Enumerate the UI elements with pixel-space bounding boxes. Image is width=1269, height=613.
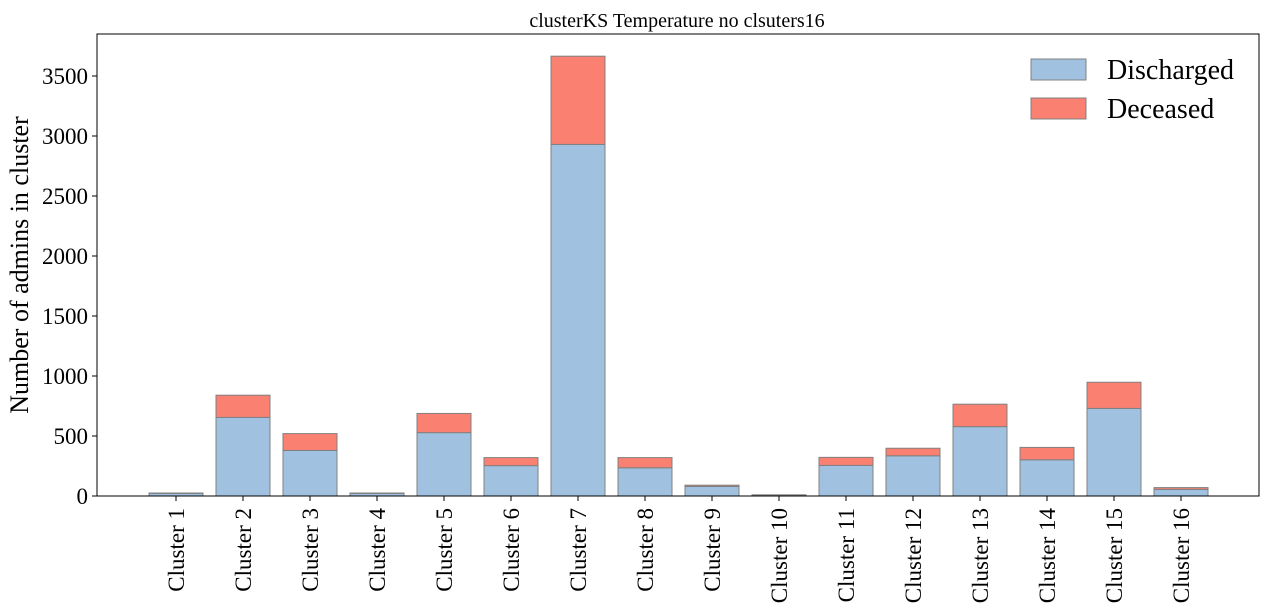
bar-discharged-13 xyxy=(952,426,1008,497)
y-tick-label-2500: 2500 xyxy=(42,184,88,209)
y-tick-label-0: 0 xyxy=(77,484,89,509)
bar-discharged-14 xyxy=(1019,459,1075,497)
bar-discharged-2 xyxy=(215,416,271,497)
bar-deceased-14 xyxy=(1019,446,1075,461)
x-tick-label-5: Cluster 5 xyxy=(432,508,457,592)
y-tick-label-3500: 3500 xyxy=(42,64,88,89)
y-axis-label: Number of admins in cluster xyxy=(5,116,34,414)
bars-layer xyxy=(148,55,1209,497)
x-tick-label-4: Cluster 4 xyxy=(365,508,390,592)
bar-deceased-2 xyxy=(215,394,271,418)
bar-deceased-11 xyxy=(818,456,874,466)
legend-label-discharged: Discharged xyxy=(1107,55,1234,86)
x-tick-label-7: Cluster 7 xyxy=(566,508,591,592)
bar-deceased-16 xyxy=(1153,487,1209,490)
bar-deceased-5 xyxy=(416,412,472,434)
x-tick-label-3: Cluster 3 xyxy=(298,508,323,592)
bar-discharged-3 xyxy=(282,449,338,497)
x-tick-label-9: Cluster 9 xyxy=(700,508,725,592)
x-tick-label-11: Cluster 11 xyxy=(834,508,859,602)
plot-frame xyxy=(96,33,1260,497)
bar-discharged-5 xyxy=(416,432,472,497)
legend-label-deceased: Deceased xyxy=(1107,94,1214,125)
bar-deceased-3 xyxy=(282,433,338,451)
bar-deceased-6 xyxy=(483,457,539,467)
bar-deceased-12 xyxy=(885,447,941,457)
bar-deceased-8 xyxy=(617,457,673,469)
bar-discharged-8 xyxy=(617,467,673,497)
x-tick-label-2: Cluster 2 xyxy=(231,508,256,592)
x-tick-label-6: Cluster 6 xyxy=(499,508,524,592)
y-tick-label-2000: 2000 xyxy=(42,244,88,269)
bar-deceased-9 xyxy=(684,484,740,487)
x-axis: Cluster 1 Cluster 2 Cluster 3 Cluster 4 Clus… xyxy=(164,496,1194,603)
bar-discharged-9 xyxy=(684,485,740,497)
x-tick-label-8: Cluster 8 xyxy=(633,508,658,592)
bar-discharged-11 xyxy=(818,464,874,497)
x-tick-label-14: Cluster 14 xyxy=(1035,508,1060,604)
x-tick-label-13: Cluster 13 xyxy=(968,508,993,603)
y-tick-label-1000: 1000 xyxy=(42,364,88,389)
x-tick-label-10: Cluster 10 xyxy=(767,508,792,603)
legend: Discharged Deceased xyxy=(1030,55,1234,125)
x-tick-label-1: Cluster 1 xyxy=(164,508,189,592)
x-tick-label-15: Cluster 15 xyxy=(1102,508,1127,603)
legend-swatch-discharged xyxy=(1030,58,1087,81)
y-axis: 0 500 1000 1500 2000 2500 3000 3500 xyxy=(42,64,97,509)
chart-title: clusterKS Temperature no clsuters16 xyxy=(529,10,824,32)
bar-discharged-16 xyxy=(1153,488,1209,497)
bar-discharged-15 xyxy=(1086,407,1142,497)
y-tick-label-3000: 3000 xyxy=(42,124,88,149)
x-tick-label-12: Cluster 12 xyxy=(901,508,926,603)
legend-swatch-deceased xyxy=(1030,97,1087,120)
bar-discharged-12 xyxy=(885,455,941,497)
bar-deceased-7 xyxy=(550,55,606,145)
x-tick-label-16: Cluster 16 xyxy=(1169,508,1194,603)
bar-deceased-15 xyxy=(1086,381,1142,409)
bar-discharged-6 xyxy=(483,465,539,497)
bar-deceased-13 xyxy=(952,403,1008,428)
y-tick-label-1500: 1500 xyxy=(42,304,88,329)
bar-discharged-7 xyxy=(550,143,606,497)
y-tick-label-500: 500 xyxy=(54,424,89,449)
